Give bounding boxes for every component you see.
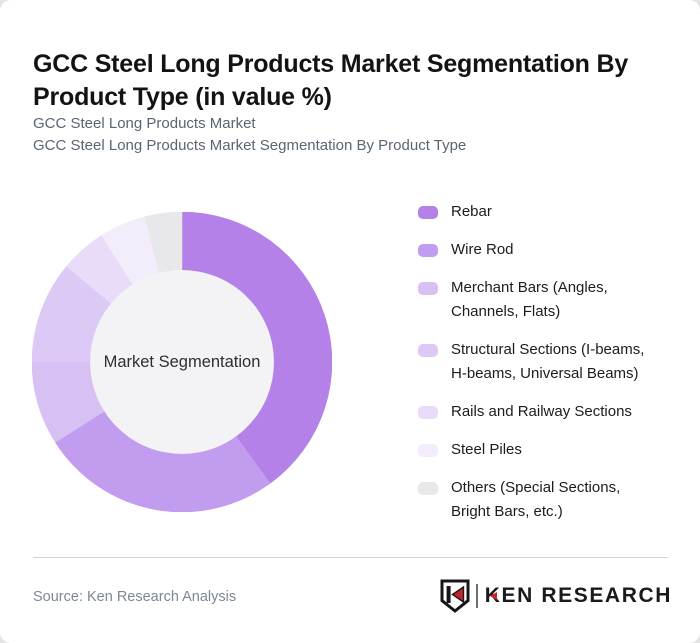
chart-subtitles: GCC Steel Long Products Market GCC Steel…	[33, 113, 673, 157]
legend-item-merchant-bars-angles-channels-flats[interactable]: Merchant Bars (Angles, Channels, Flats)	[418, 276, 678, 324]
legend-swatch	[418, 206, 438, 219]
donut-chart: Market Segmentation	[32, 212, 332, 512]
legend-item-structural-sections-i-beams-h-beams-universal-beams[interactable]: Structural Sections (I-beams, H-beams, U…	[418, 338, 678, 386]
chart-title: GCC Steel Long Products Market Segmentat…	[33, 49, 629, 111]
logo-wordmark-text: KEN RESEARCH	[484, 584, 672, 607]
donut-center-circle	[90, 270, 274, 454]
logo-divider	[475, 584, 478, 608]
legend-swatch	[418, 444, 438, 457]
legend-label: Rails and Railway Sections	[451, 403, 632, 420]
legend-swatch	[418, 244, 438, 257]
donut-slice-rebar[interactable]	[181, 212, 332, 484]
ken-research-logo[interactable]: KEN RESEARCH	[440, 579, 672, 613]
subtitle-line-1: GCC Steel Long Products Market	[33, 115, 256, 132]
legend-item-rebar[interactable]: Rebar	[418, 200, 678, 224]
legend-swatch	[418, 344, 438, 357]
footer-divider	[33, 557, 668, 558]
logo-wordmark: KEN RESEARCH	[485, 579, 672, 613]
legend-label: Merchant Bars (Angles, Channels, Flats)	[451, 279, 608, 320]
logo-k-red-arrow-icon	[489, 592, 497, 600]
source-note: Source: Ken Research Analysis	[33, 589, 237, 605]
subtitle-line-2: GCC Steel Long Products Market Segmentat…	[33, 137, 467, 154]
legend-label: Structural Sections (I-beams, H-beams, U…	[451, 341, 645, 382]
legend-swatch	[418, 482, 438, 495]
legend-item-others-special-sections-bright-bars-etc[interactable]: Others (Special Sections, Bright Bars, e…	[418, 476, 678, 524]
legend-item-wire-rod[interactable]: Wire Rod	[418, 238, 678, 262]
legend-item-steel-piles[interactable]: Steel Piles	[418, 438, 678, 462]
donut-center-label: Market Segmentation	[103, 353, 261, 371]
ken-research-shield-icon	[440, 579, 470, 613]
legend-swatch	[418, 282, 438, 295]
legend-swatch	[418, 406, 438, 419]
chart-legend: Rebar Wire Rod Merchant Bars (Angles, Chan…	[418, 200, 678, 538]
legend-label: Rebar	[451, 203, 492, 220]
legend-label: Steel Piles	[451, 441, 522, 458]
donut-chart-svg	[32, 212, 332, 512]
legend-label: Others (Special Sections, Bright Bars, e…	[451, 479, 621, 520]
legend-label: Wire Rod	[451, 241, 514, 258]
legend-item-rails-and-railway-sections[interactable]: Rails and Railway Sections	[418, 400, 678, 424]
